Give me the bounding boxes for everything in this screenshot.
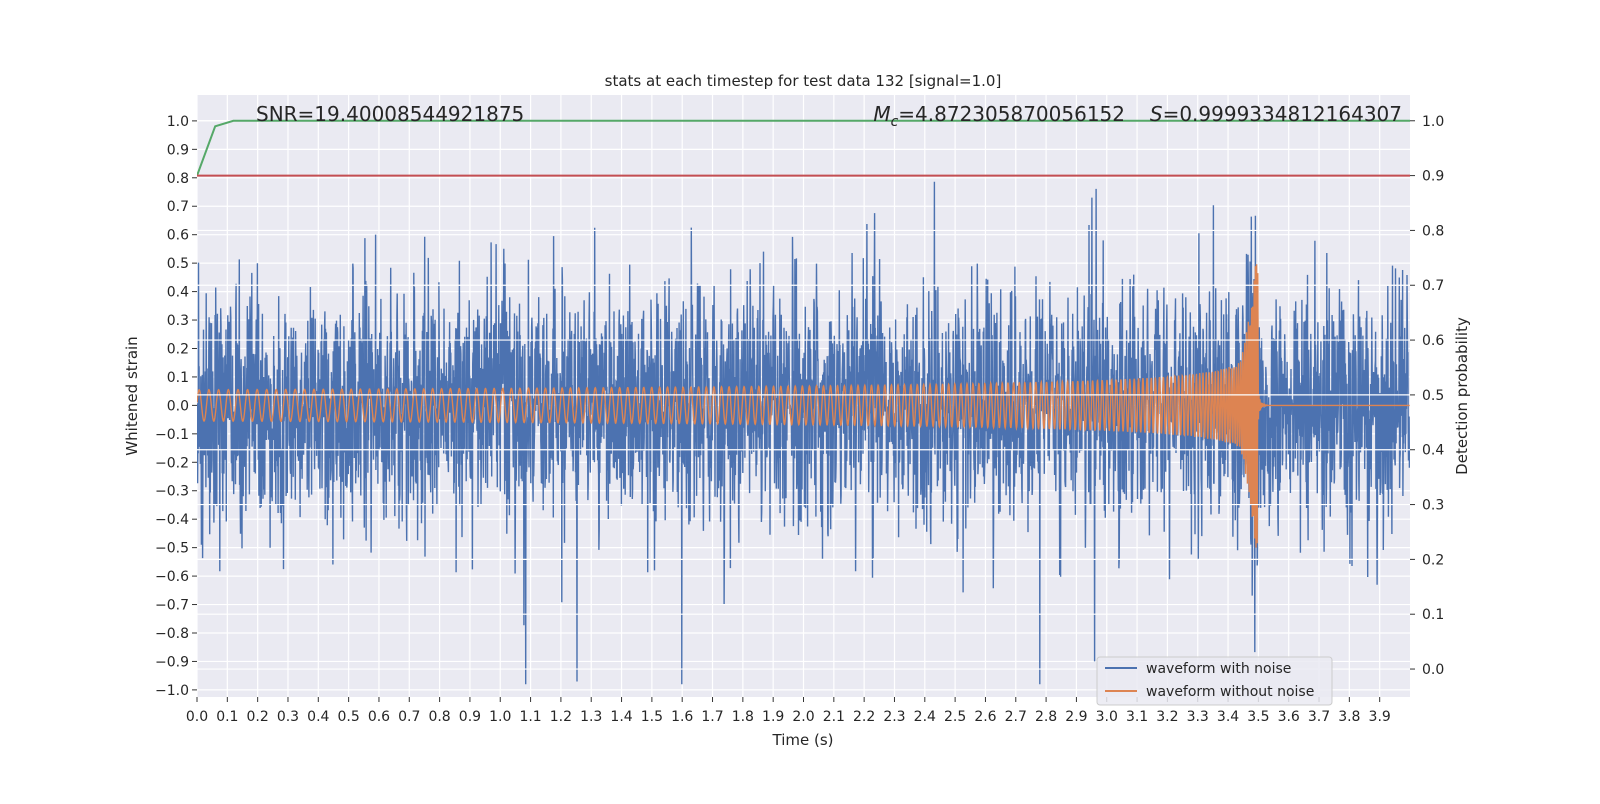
y-tick-label: 0.8 (167, 171, 189, 187)
y-tick-label: 0.0 (167, 398, 189, 414)
y-axis-ticks: 1.0 0.9 0.8 0.7 0.6 0.5 0.4 0.3 0.2 0.1 0.0 −0.1 −0.… (155, 114, 197, 699)
x-tick-label: 3.0 (1096, 709, 1118, 725)
chirp-mass-annotation: Mc=4.872305870056152 (873, 102, 1125, 130)
x-tick-label: 2.5 (944, 709, 966, 725)
x-tick-label: 0.8 (428, 709, 450, 725)
y-tick-label: −0.1 (155, 427, 189, 443)
x-tick-label: 1.3 (580, 709, 602, 725)
y2-axis-label: Detection probability (1453, 317, 1471, 475)
x-tick-label: 2.4 (914, 709, 936, 725)
y2-tick-label: 0.0 (1422, 662, 1444, 678)
mc-value: =4.872305870056152 (898, 102, 1125, 126)
x-tick-label: 3.8 (1338, 709, 1360, 725)
y2-tick-label: 0.1 (1422, 607, 1444, 623)
x-tick-label: 3.7 (1308, 709, 1330, 725)
y2-axis-ticks: 1.0 0.9 0.8 0.7 0.6 0.5 0.4 0.3 0.2 0.1 0.0 (1410, 114, 1444, 678)
x-tick-label: 2.1 (823, 709, 845, 725)
y2-tick-label: 0.2 (1422, 552, 1444, 568)
y-tick-label: −0.6 (155, 569, 189, 585)
y-tick-label: −0.7 (155, 598, 189, 614)
x-tick-label: 3.1 (1126, 709, 1148, 725)
x-tick-label: 0.6 (368, 709, 390, 725)
x-tick-label: 2.2 (853, 709, 875, 725)
x-tick-label: 1.8 (732, 709, 754, 725)
legend: waveform with noise waveform without noi… (1096, 656, 1333, 706)
y-tick-label: 1.0 (167, 114, 189, 130)
y-tick-label: −0.5 (155, 541, 189, 557)
y2-tick-label: 0.8 (1422, 223, 1444, 239)
x-tick-label: 3.9 (1369, 709, 1391, 725)
y-tick-label: −0.9 (155, 654, 189, 670)
y2-tick-label: 0.7 (1422, 278, 1444, 294)
x-tick-label: 2.0 (792, 709, 814, 725)
x-tick-label: 1.4 (610, 709, 632, 725)
y-tick-label: −0.3 (155, 484, 189, 500)
x-tick-label: 0.4 (307, 709, 329, 725)
x-tick-label: 2.9 (1065, 709, 1087, 725)
mc-subscript: c (891, 114, 899, 130)
chart-title: stats at each timestep for test data 132… (605, 72, 1002, 90)
x-tick-label: 0.2 (247, 709, 269, 725)
y-tick-label: 0.6 (167, 228, 189, 244)
series-detection-probability (197, 119, 1410, 176)
x-tick-label: 1.6 (671, 709, 693, 725)
y-tick-label: −0.2 (155, 455, 189, 471)
x-tick-label: 0.5 (337, 709, 359, 725)
y-tick-label: −0.8 (155, 626, 189, 642)
y2-tick-label: 0.3 (1422, 498, 1444, 514)
y-tick-label: 0.5 (167, 256, 189, 272)
score-annotation: S=0.9999334812164307 (1150, 102, 1402, 126)
x-tick-label: 3.3 (1187, 709, 1209, 725)
x-tick-label: 0.3 (277, 709, 299, 725)
mc-symbol: M (873, 102, 890, 126)
y-tick-label: 0.7 (167, 199, 189, 215)
x-tick-label: 3.5 (1247, 709, 1269, 725)
y-tick-label: −0.4 (155, 512, 189, 528)
x-tick-label: 3.2 (1156, 709, 1178, 725)
x-axis-label: Time (s) (772, 731, 834, 749)
x-tick-label: 1.9 (762, 709, 784, 725)
y-tick-label: 0.9 (167, 142, 189, 158)
x-tick-label: 3.4 (1217, 709, 1239, 725)
x-tick-label: 0.7 (398, 709, 420, 725)
x-tick-label: 0.0 (186, 709, 208, 725)
y-tick-label: −1.0 (155, 683, 189, 699)
x-tick-label: 0.9 (459, 709, 481, 725)
legend-label-clean: waveform without noise (1146, 684, 1314, 700)
y-tick-label: 0.3 (167, 313, 189, 329)
y-tick-label: 0.1 (167, 370, 189, 386)
x-tick-label: 2.8 (1035, 709, 1057, 725)
legend-label-noise: waveform with noise (1146, 661, 1291, 677)
y2-tick-label: 1.0 (1422, 114, 1444, 130)
x-tick-label: 1.0 (489, 709, 511, 725)
x-tick-label: 1.5 (641, 709, 663, 725)
snr-annotation: SNR=19.40008544921875 (256, 102, 524, 126)
x-tick-label: 1.7 (701, 709, 723, 725)
legend-box (1096, 656, 1333, 706)
series-waveform-without-noise (197, 264, 1410, 548)
y-axis-label: Whitened strain (123, 336, 141, 455)
y-tick-label: 0.4 (167, 285, 189, 301)
x-tick-label: 1.2 (550, 709, 572, 725)
y2-tick-label: 0.5 (1422, 388, 1444, 404)
x-tick-label: 2.7 (1005, 709, 1027, 725)
x-tick-label: 2.6 (974, 709, 996, 725)
x-tick-label: 2.3 (883, 709, 905, 725)
s-value: =0.9999334812164307 (1163, 102, 1402, 126)
x-tick-label: 3.6 (1278, 709, 1300, 725)
s-symbol: S (1150, 102, 1163, 126)
x-tick-label: 0.1 (216, 709, 238, 725)
y2-tick-label: 0.6 (1422, 333, 1444, 349)
y2-tick-label: 0.9 (1422, 169, 1444, 185)
y-tick-label: 0.2 (167, 341, 189, 357)
y2-tick-label: 0.4 (1422, 443, 1444, 459)
x-tick-label: 1.1 (519, 709, 541, 725)
